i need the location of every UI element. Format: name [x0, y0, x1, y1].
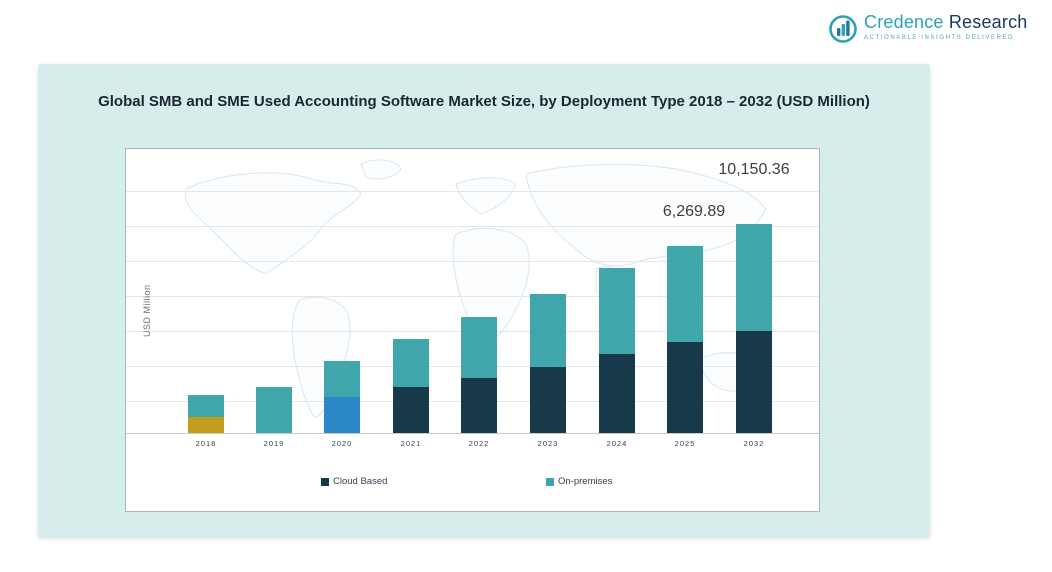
bar-segment-on-premises — [188, 395, 224, 417]
bar-segment-on-premises — [736, 224, 772, 331]
bar-segment-cloud-based — [736, 331, 772, 433]
x-tick-label: 2024 — [606, 439, 628, 448]
x-tick-label: 2021 — [400, 439, 422, 448]
gridline — [126, 261, 819, 262]
bar-segment-cloud-based — [324, 397, 360, 433]
bar-segment-on-premises — [256, 387, 292, 433]
bar-segment-cloud-based — [188, 417, 224, 433]
bar-segment-on-premises — [461, 317, 497, 378]
chart-title: Global SMB and SME Used Accounting Softw… — [98, 93, 870, 110]
chart-area: 2018 2019 2020 2021 2022 2023 2024 2025 2032 6,26… — [125, 148, 820, 512]
bar-segment-on-premises — [324, 361, 360, 397]
brand-logo: Credence Research Actionable Insights De… — [828, 12, 1028, 44]
bar-chart-circle-icon — [829, 15, 857, 43]
gridline — [126, 191, 819, 192]
brand-tagline: Actionable Insights Delivered — [864, 35, 1015, 41]
legend-swatch-cloud-based — [321, 477, 329, 486]
value-annotation: 10,150.36 — [718, 161, 790, 178]
plot-area: 2018 2019 2020 2021 2022 2023 2024 2025 2032 6,26… — [126, 149, 819, 511]
x-tick-label: 2019 — [263, 439, 285, 448]
legend-swatch-on-premises — [546, 477, 554, 486]
bar-segment-on-premises — [667, 246, 703, 342]
bar-segment-cloud-based — [599, 354, 635, 433]
y-axis-label: USD Million — [142, 284, 152, 337]
bar-segment-on-premises — [530, 294, 566, 367]
x-tick-label: 2032 — [743, 439, 765, 448]
brand-name-primary: Credence — [864, 12, 944, 32]
value-annotation: 6,269.89 — [662, 203, 726, 220]
gridline — [126, 226, 819, 227]
brand-name-secondary: Research — [948, 12, 1028, 32]
gridline — [126, 296, 819, 297]
x-tick-label: 2020 — [331, 439, 353, 448]
x-tick-label: 2022 — [468, 439, 490, 448]
bar-segment-on-premises — [393, 339, 429, 387]
bar-segment-cloud-based — [667, 342, 703, 433]
brand-text: Credence Research Actionable Insights De… — [864, 12, 1028, 41]
x-axis-line — [126, 433, 819, 434]
brand-name: Credence Research — [864, 12, 1028, 33]
x-tick-label: 2018 — [195, 439, 217, 448]
bar-segment-cloud-based — [530, 367, 566, 433]
legend-item-on-premises: On-premises — [546, 476, 612, 487]
bar-segment-cloud-based — [393, 387, 429, 433]
bar-segment-cloud-based — [461, 378, 497, 433]
legend-label-on-premises: On-premises — [558, 476, 613, 487]
x-tick-label: 2025 — [674, 439, 696, 448]
x-tick-label: 2023 — [537, 439, 559, 448]
legend-item-cloud-based: Cloud Based — [321, 476, 387, 487]
bar-segment-on-premises — [599, 268, 635, 354]
legend-label-cloud-based: Cloud Based — [333, 476, 388, 487]
